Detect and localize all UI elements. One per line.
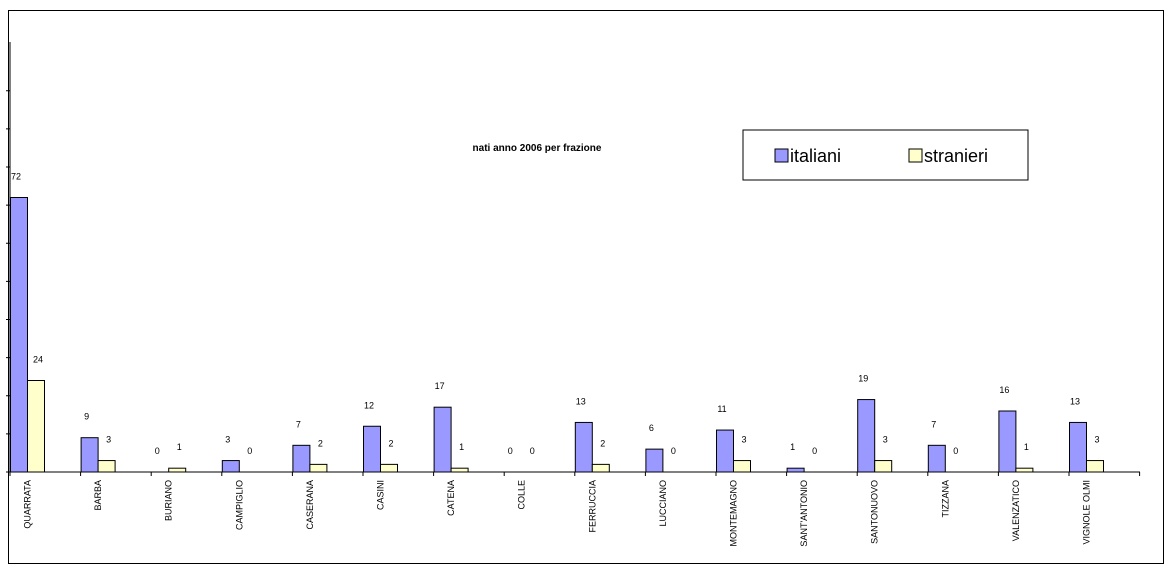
bar-stranieri-caserana [309,463,328,473]
bar-italiani-campiglio [221,460,240,473]
category-label-caserana: CASERANA [305,480,315,530]
bar-italiani-catena [433,406,452,473]
value-label-stranieri-colle: 0 [530,446,535,456]
value-label-stranieri-catena: 1 [459,442,464,452]
value-label-stranieri-casini: 2 [388,438,393,448]
bar-italiani-casini [363,425,381,473]
axes [6,42,1141,476]
bar-stranieri-catena [450,467,469,473]
value-label-italiani-buriano: 0 [155,446,160,456]
category-labels: QUARRATA BARBA BURIANO CAMPIGLIO CASERANA CAS… [23,480,1092,547]
bar-stranieri-casini [380,463,398,473]
bar-stranieri-montemagno [733,460,751,473]
category-label-ferruccia: FERRUCCIA [587,480,597,533]
bar-stranieri-buriano [168,467,187,473]
bar-italiani-ferruccia [574,421,593,473]
value-label-stranieri-campiglio: 0 [247,446,252,456]
bar-italiani-tizzana [927,444,946,473]
category-label-vignole-olmi: VIGNOLE OLMI [1082,480,1092,545]
value-label-stranieri-vignole-olmi: 3 [1094,435,1099,445]
value-label-stranieri-barba: 3 [106,435,111,445]
category-label-sant-antonio: SANT'ANTONIO [799,480,809,547]
bar-stranieri-santonuovo [874,460,893,473]
bar-italiani-lucciano [645,448,664,473]
value-label-stranieri-quarrata: 24 [33,355,43,365]
legend-swatch-stranieri [908,148,923,163]
value-label-stranieri-ferruccia: 2 [600,438,605,448]
value-label-italiani-lucciano: 6 [649,423,654,433]
value-label-italiani-catena: 17 [435,381,445,391]
category-label-santonuovo: SANTONUOVO [870,480,880,544]
value-label-stranieri-santonuovo: 3 [883,435,888,445]
bar-stranieri-valenzatico [1015,467,1034,473]
category-label-valenzatico: VALENZATICO [1011,480,1021,541]
legend-label-italiani: italiani [790,146,841,166]
value-label-italiani-ferruccia: 13 [576,396,586,406]
category-label-lucciano: LUCCIANO [658,480,668,527]
bar-stranieri-quarrata [27,380,45,473]
value-label-stranieri-valenzatico: 1 [1024,442,1029,452]
value-label-italiani-campiglio: 3 [225,435,230,445]
value-label-italiani-santonuovo: 19 [858,374,868,384]
category-label-montemagno: MONTEMAGNO [729,480,739,547]
value-label-italiani-barba: 9 [84,412,89,422]
category-label-tizzana: TIZZANA [940,480,950,518]
value-label-stranieri-buriano: 1 [177,442,182,452]
value-label-italiani-colle: 0 [508,446,513,456]
value-label-italiani-quarrata: 72 [11,172,21,182]
value-label-italiani-caserana: 7 [296,419,301,429]
category-label-colle: COLLE [517,480,527,510]
value-label-stranieri-caserana: 2 [318,438,323,448]
bar-italiani-barba [80,437,99,473]
value-label-italiani-casini: 12 [364,400,374,410]
legend: italiani stranieri [742,129,1029,181]
value-label-italiani-montemagno: 11 [717,404,726,414]
bars [10,197,1104,473]
bar-italiani-sant-antonio [786,467,805,473]
category-label-campiglio: CAMPIGLIO [234,480,244,530]
value-label-italiani-sant-antonio: 1 [790,442,795,452]
category-label-catena: CATENA [446,480,456,516]
value-label-italiani-tizzana: 7 [931,419,936,429]
bar-italiani-caserana [292,444,311,473]
value-label-stranieri-sant-antonio: 0 [812,446,817,456]
value-label-stranieri-tizzana: 0 [953,446,958,456]
category-label-barba: BARBA [93,480,103,511]
bar-stranieri-vignole-olmi [1086,460,1104,473]
category-label-casini: CASINI [376,480,386,510]
category-label-buriano: BURIANO [164,480,174,521]
bar-stranieri-ferruccia [591,463,610,473]
value-label-italiani-vignole-olmi: 13 [1070,396,1080,406]
legend-label-stranieri: stranieri [924,146,988,166]
value-label-stranieri-lucciano: 0 [671,446,676,456]
chart-title: nati anno 2006 per frazione [473,143,602,154]
bar-italiani-quarrata [10,197,28,473]
legend-swatch-italiani [774,148,789,163]
value-label-stranieri-montemagno: 3 [741,435,746,445]
bar-stranieri-barba [97,460,116,473]
value-label-italiani-valenzatico: 16 [999,385,1009,395]
bar-italiani-santonuovo [857,399,876,473]
bar-italiani-valenzatico [998,410,1017,473]
category-label-quarrata: QUARRATA [23,480,33,529]
legend-box [742,129,1029,181]
bar-italiani-vignole-olmi [1069,421,1087,473]
bar-italiani-montemagno [716,429,734,473]
